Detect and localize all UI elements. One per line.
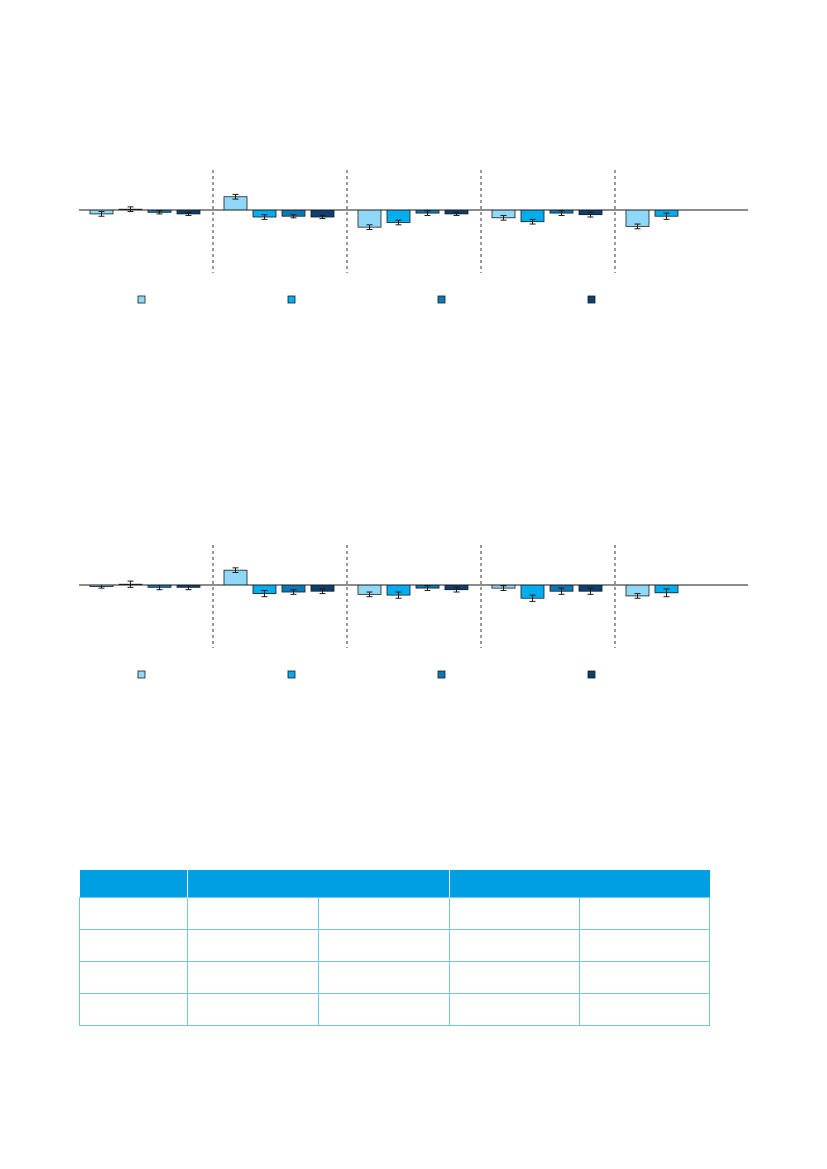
chart-bottom-error-bar [261, 589, 268, 598]
table-row [79, 993, 710, 1026]
table-cell [449, 929, 580, 962]
table-cell [79, 961, 188, 994]
chart-top-error-bar [290, 214, 297, 219]
chart-top-legend-swatch [287, 295, 296, 304]
chart-bottom-error-bar [453, 586, 460, 593]
data-table [79, 870, 710, 1026]
chart-bottom-legend-swatch [587, 670, 596, 679]
chart-top-error-bar [587, 211, 594, 218]
table-cell [187, 993, 319, 1026]
chart-top-error-bar [127, 206, 134, 213]
chart-top-error-bar [529, 218, 536, 225]
table-cell [449, 897, 580, 930]
chart-top-error-bar [395, 219, 402, 226]
chart-top-error-bar [500, 214, 507, 221]
chart-bottom-error-bar [290, 589, 297, 595]
chart-bottom-error-bar [127, 580, 134, 588]
chart-bottom-error-bar [424, 585, 431, 591]
chart-bottom-error-bar [366, 591, 373, 598]
table-cell [318, 993, 450, 1026]
table-cell [79, 993, 188, 1026]
table-cell [79, 929, 188, 962]
chart-bottom-svg [79, 545, 748, 679]
table-cell [79, 897, 188, 930]
table-cell [579, 993, 710, 1026]
chart-top-error-bar [558, 210, 565, 216]
chart-top-legend-swatch [587, 295, 596, 304]
chart-bottom-legend-swatch [287, 670, 296, 679]
table-cell [187, 961, 319, 994]
chart-top-legend-swatch [437, 295, 446, 304]
chart-top-error-bar [319, 214, 326, 220]
table-header-cell [449, 870, 710, 898]
table-cell [579, 929, 710, 962]
chart-top-error-bar [98, 211, 105, 217]
chart-top-error-bar [366, 224, 373, 230]
table-cell [318, 897, 450, 930]
chart-bottom-error-bar [319, 588, 326, 595]
chart-top-legend-swatch [137, 295, 146, 304]
chart-top-error-bar [232, 193, 239, 200]
table-row [79, 929, 710, 962]
chart-bottom-error-bar [232, 567, 239, 574]
table-cell [579, 897, 710, 930]
chart-bottom-error-bar [500, 585, 507, 591]
chart-top-error-bar [261, 214, 268, 220]
chart-bottom-error-bar [395, 591, 402, 599]
table-row [79, 961, 710, 994]
chart-top-error-bar [424, 210, 431, 216]
table-header-cell [187, 870, 450, 898]
table-cell [187, 929, 319, 962]
chart-top [0, 150, 827, 320]
chart-top-error-bar [185, 211, 192, 216]
table-header-row [79, 870, 710, 898]
chart-bottom-error-bar [634, 593, 641, 599]
chart-bottom-legend-swatch [137, 670, 146, 679]
chart-bottom-legend-swatch [437, 670, 446, 679]
chart-bottom-error-bar [529, 594, 536, 602]
chart-top-error-bar [634, 223, 641, 230]
table-cell [449, 993, 580, 1026]
chart-top-error-bar [156, 210, 163, 215]
table-header-cell [79, 870, 188, 898]
table-cell [187, 897, 319, 930]
chart-top-error-bar [453, 211, 460, 216]
chart-top-svg [79, 170, 748, 304]
table-cell [318, 929, 450, 962]
chart-top-error-bar [663, 212, 670, 220]
chart-bottom-error-bar [663, 588, 670, 598]
chart-bottom-error-bar [558, 587, 565, 595]
chart-bottom [0, 525, 827, 695]
table-cell [579, 961, 710, 994]
table-row [79, 897, 710, 930]
chart-bottom-error-bar [587, 587, 594, 595]
table-cell [449, 961, 580, 994]
table-cell [318, 961, 450, 994]
